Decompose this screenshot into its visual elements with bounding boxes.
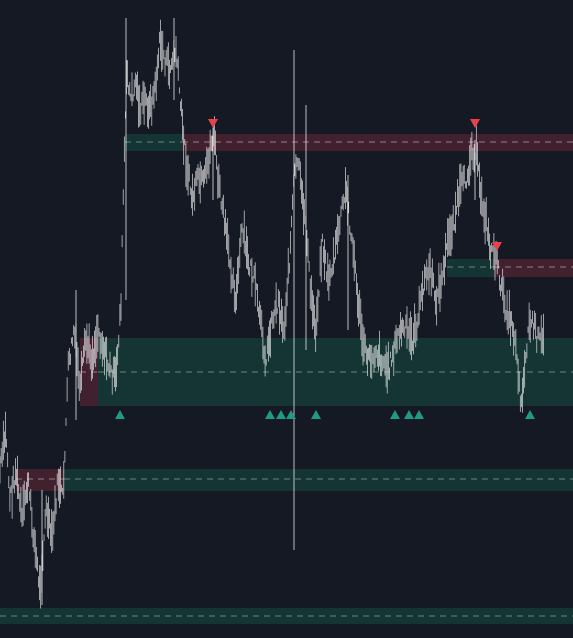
- support-zone-1: [125, 134, 182, 151]
- support-zone-3: [447, 259, 494, 277]
- buy-signal-marker: [265, 410, 275, 419]
- sell-signal-marker: [492, 242, 502, 251]
- buy-signal-marker: [311, 410, 321, 419]
- buy-signal-marker: [115, 410, 125, 419]
- price-bars-layer: [0, 18, 544, 609]
- buy-signal-marker: [525, 410, 535, 419]
- zones-layer: [0, 134, 573, 624]
- sell-signal-marker: [208, 119, 218, 128]
- support-zone-6: [64, 469, 573, 491]
- sell-signal-marker: [470, 119, 480, 128]
- buy-signal-marker: [286, 410, 296, 419]
- buy-signal-marker: [390, 410, 400, 419]
- resistance-zone-2: [494, 259, 573, 277]
- resistance-zone-7: [16, 469, 64, 491]
- signals-layer: [115, 119, 535, 419]
- buy-signal-marker: [276, 410, 286, 419]
- buy-signal-marker: [404, 410, 414, 419]
- buy-signal-marker: [414, 410, 424, 419]
